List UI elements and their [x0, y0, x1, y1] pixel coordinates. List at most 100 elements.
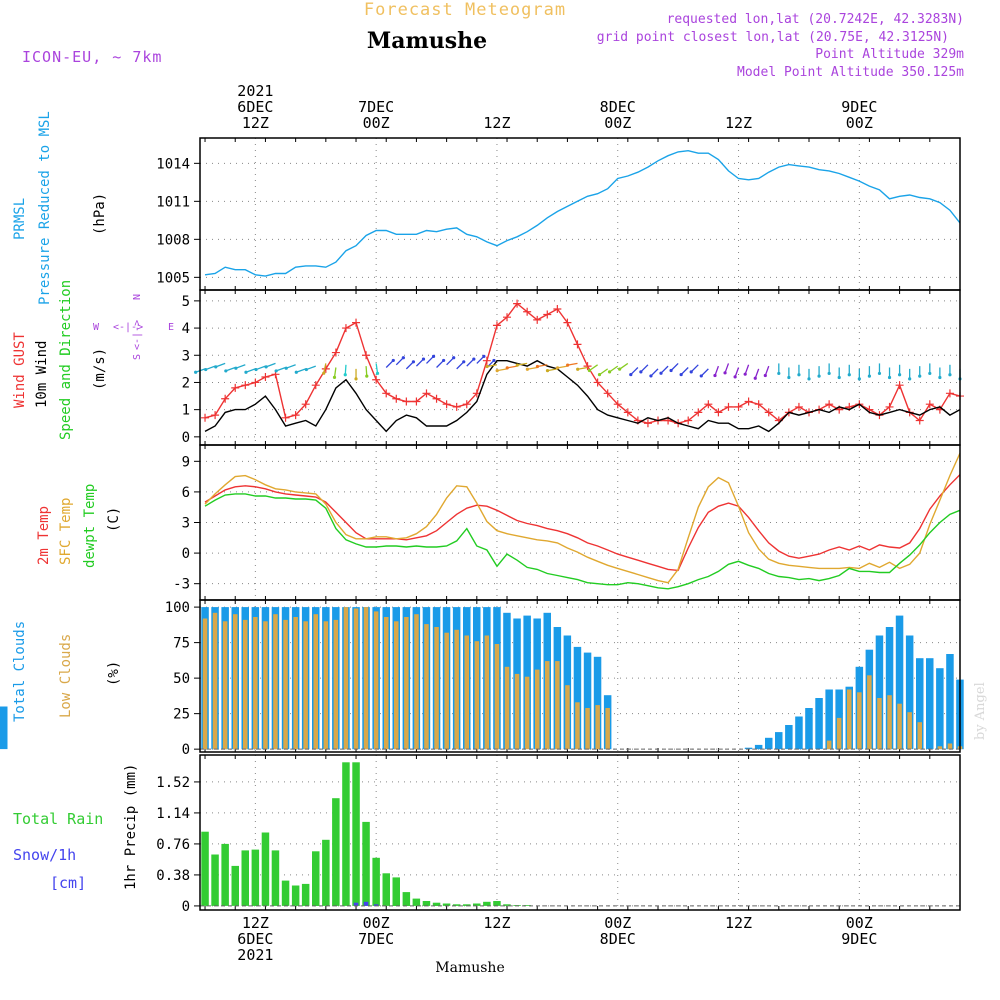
- low-clouds-bar: [283, 619, 288, 750]
- wind-arrow-head: [462, 360, 466, 364]
- gust-point: [754, 400, 763, 409]
- wind-arrow: [446, 357, 455, 366]
- total-rain-bar: [422, 901, 431, 906]
- bottom-time-label: 9DEC: [841, 930, 877, 948]
- model-altitude: Model Point Altitude 350.125m: [737, 65, 964, 80]
- bottom-time-label: 2021: [237, 946, 273, 964]
- wind-arrow-head: [194, 370, 198, 374]
- wind-arrow: [734, 367, 740, 378]
- wind-arrow: [235, 364, 246, 369]
- low-clouds-bar: [504, 666, 510, 750]
- gust-point: [201, 413, 210, 422]
- wind-arrow: [567, 362, 578, 366]
- low-clouds-bar: [474, 641, 480, 750]
- gust-point: [734, 402, 743, 411]
- total-clouds-bar: [583, 652, 592, 750]
- low-clouds-bar: [545, 661, 550, 750]
- low-clouds-bar: [414, 614, 419, 750]
- wind-arrow-head: [431, 354, 436, 358]
- total-rain-bar: [271, 850, 280, 906]
- gust-point: [372, 375, 381, 384]
- gust-point: [261, 373, 270, 382]
- requested-coords: requested lon,lat (20.7242E, 42.3283N): [667, 12, 964, 27]
- wind-arrow-head: [898, 373, 902, 377]
- gust-point: [462, 400, 471, 409]
- total-rain-bar: [241, 850, 249, 906]
- total-clouds-bar: [936, 668, 944, 750]
- top-time-label: 7DEC: [358, 98, 394, 116]
- low-clouds-bar: [464, 635, 469, 750]
- gust-point: [281, 413, 290, 422]
- gust-point: [684, 416, 693, 425]
- clouds-label-total: Total Clouds: [12, 621, 28, 722]
- gust-point: [513, 299, 522, 308]
- wind-arrow: [296, 368, 306, 373]
- low-clouds-bar: [313, 614, 318, 750]
- wind-arrow: [497, 368, 508, 372]
- wind-arrow: [557, 365, 568, 369]
- wind-arrow: [426, 355, 435, 364]
- wind-arrow-head: [515, 363, 519, 367]
- low-clouds-bar: [444, 632, 449, 750]
- low-clouds-bar: [947, 743, 953, 750]
- total-clouds-bar: [875, 635, 884, 750]
- low-clouds-bar: [877, 698, 882, 750]
- wind-ytick-label: 4: [182, 321, 190, 337]
- wind-arrow: [205, 365, 216, 371]
- gust-point: [331, 348, 340, 357]
- 10m-wind-line: [204, 359, 961, 433]
- wind-arrow: [619, 362, 629, 370]
- temperature-ytick-label: -3: [173, 577, 190, 593]
- wind-ytick-label: 3: [182, 348, 190, 364]
- wind-arrow: [537, 364, 548, 368]
- total-clouds-bar: [805, 708, 813, 750]
- gust-point: [412, 397, 421, 406]
- gust-point: [382, 389, 391, 398]
- gust-point: [523, 307, 532, 316]
- low-clouds-bar: [233, 614, 238, 750]
- wind-arrow: [700, 368, 709, 377]
- clouds-ytick-label: 25: [173, 707, 190, 723]
- pressure-ytick-label: 1005: [156, 270, 190, 286]
- gust-point: [492, 321, 501, 330]
- wind-arrow: [286, 364, 296, 369]
- wind-arrow-head: [254, 367, 258, 372]
- gust-point: [744, 397, 753, 406]
- total-clouds-bar: [573, 646, 582, 750]
- clouds-ytick-label: 0: [182, 742, 190, 758]
- wind-arrow: [670, 362, 679, 371]
- gust-point: [563, 318, 572, 327]
- compass-icon: W <-|-> E <-|-> N S: [93, 294, 174, 360]
- total-clouds-bar: [744, 747, 753, 750]
- clouds-label-low: Low Clouds: [58, 634, 74, 718]
- pressure-unit: (hPa): [92, 193, 108, 235]
- top-time-label: 12Z: [483, 114, 510, 132]
- wind-arrow-head: [234, 366, 238, 370]
- wind-gust-line: [204, 302, 961, 424]
- pressure-frame: [199, 137, 961, 291]
- total-clouds-bar: [946, 654, 954, 750]
- compass-e: E: [168, 322, 174, 333]
- total-rain-bar: [382, 873, 390, 906]
- total-clouds-bar: [593, 656, 602, 750]
- pressure-ytick-label: 1008: [156, 232, 190, 248]
- wind-arrow-head: [555, 366, 560, 370]
- bottom-time-label: 12Z: [725, 914, 752, 932]
- low-clouds-bar: [937, 746, 943, 750]
- wind-arrow: [344, 364, 347, 375]
- low-clouds-bar: [575, 702, 580, 750]
- model-label: ICON-EU, ~ 7km: [22, 48, 162, 66]
- wind-arrow-head: [343, 373, 347, 377]
- wind-arrow-head: [294, 370, 298, 374]
- clouds-panel: 0 25 50 75 100: [0, 599, 964, 758]
- gust-point: [694, 408, 703, 417]
- gust-point: [915, 416, 924, 425]
- wind-arrow-head: [452, 356, 456, 360]
- wind-ytick-label: 0: [182, 430, 190, 446]
- wind-arrow-head: [938, 375, 942, 380]
- total-rain-bar: [473, 903, 481, 906]
- low-clouds-bar: [363, 607, 369, 750]
- wind-ytick-label: 1: [182, 403, 190, 419]
- wind-arrow-head: [442, 358, 446, 363]
- precipitation-frame: [199, 754, 961, 911]
